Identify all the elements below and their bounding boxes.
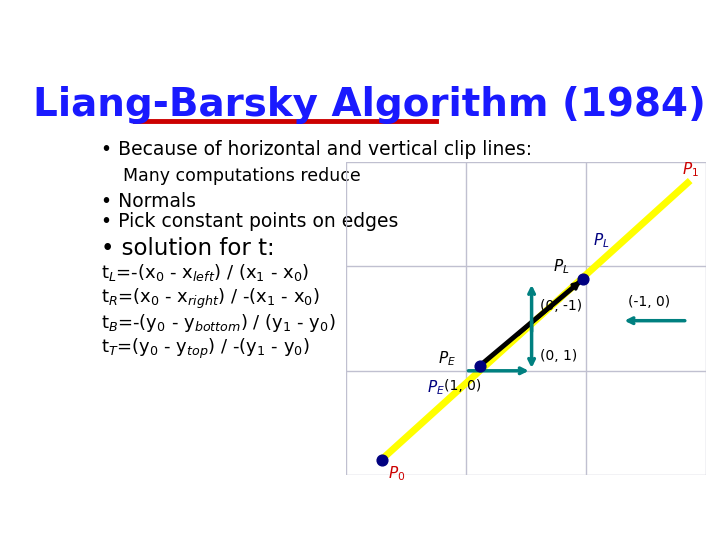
- Text: t$_R$=(x$_0$ - x$_{right}$) / -(x$_1$ - x$_0$): t$_R$=(x$_0$ - x$_{right}$) / -(x$_1$ - …: [101, 287, 320, 312]
- Text: • Pick constant points on edges: • Pick constant points on edges: [101, 212, 399, 232]
- Text: $P_L$: $P_L$: [553, 258, 570, 276]
- Text: (0, 1): (0, 1): [540, 349, 577, 363]
- Text: t$_T$=(y$_0$ - y$_{top}$) / -(y$_1$ - y$_0$): t$_T$=(y$_0$ - y$_{top}$) / -(y$_1$ - y$…: [101, 337, 310, 361]
- Text: $P_E$: $P_E$: [427, 379, 445, 397]
- Text: $P_1$: $P_1$: [682, 160, 698, 179]
- Text: Liang-Barsky Algorithm (1984): Liang-Barsky Algorithm (1984): [32, 85, 706, 124]
- Text: • solution for t:: • solution for t:: [101, 238, 275, 260]
- Text: t$_L$=-(x$_0$ - x$_{left}$) / (x$_1$ - x$_0$): t$_L$=-(x$_0$ - x$_{left}$) / (x$_1$ - x…: [101, 262, 310, 284]
- Point: [376, 455, 387, 464]
- Text: t$_B$=-(y$_0$ - y$_{bottom}$) / (y$_1$ - y$_0$): t$_B$=-(y$_0$ - y$_{bottom}$) / (y$_1$ -…: [101, 312, 336, 334]
- Text: $P_0$: $P_0$: [387, 464, 405, 483]
- Text: $P_E$: $P_E$: [438, 349, 456, 368]
- Text: (1, 0): (1, 0): [444, 379, 481, 393]
- Text: (-1, 0): (-1, 0): [628, 295, 670, 309]
- Text: Many computations reduce: Many computations reduce: [124, 167, 361, 185]
- Text: $P_L$: $P_L$: [593, 232, 609, 250]
- Point: [577, 275, 589, 284]
- Text: • Normals: • Normals: [101, 192, 196, 211]
- Text: (0, -1): (0, -1): [540, 299, 582, 313]
- Point: [474, 361, 486, 370]
- Text: • Because of horizontal and vertical clip lines:: • Because of horizontal and vertical cli…: [101, 140, 532, 159]
